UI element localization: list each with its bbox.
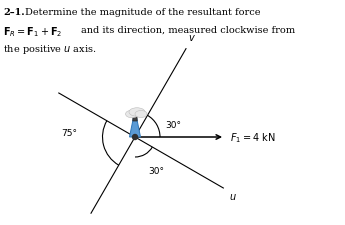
Circle shape (132, 135, 138, 140)
Text: 2–1.: 2–1. (3, 8, 24, 17)
Text: 30°: 30° (165, 120, 181, 129)
Polygon shape (133, 117, 137, 122)
Text: the positive $u$ axis.: the positive $u$ axis. (3, 43, 97, 56)
Ellipse shape (129, 108, 145, 117)
Text: Determine the magnitude of the resultant force: Determine the magnitude of the resultant… (25, 8, 260, 17)
Text: 75°: 75° (61, 128, 77, 137)
Text: $v$: $v$ (188, 33, 196, 43)
Text: $\mathbf{F}_R = \mathbf{F}_1 + \mathbf{F}_2$: $\mathbf{F}_R = \mathbf{F}_1 + \mathbf{F… (3, 25, 62, 39)
Text: $F_1 = 4$ kN: $F_1 = 4$ kN (230, 130, 276, 144)
Text: 30°: 30° (148, 166, 164, 175)
Ellipse shape (126, 111, 138, 118)
Text: and its direction, measured clockwise from: and its direction, measured clockwise fr… (81, 25, 295, 34)
Ellipse shape (135, 111, 147, 118)
Polygon shape (129, 119, 140, 137)
Text: $u$: $u$ (228, 191, 236, 201)
